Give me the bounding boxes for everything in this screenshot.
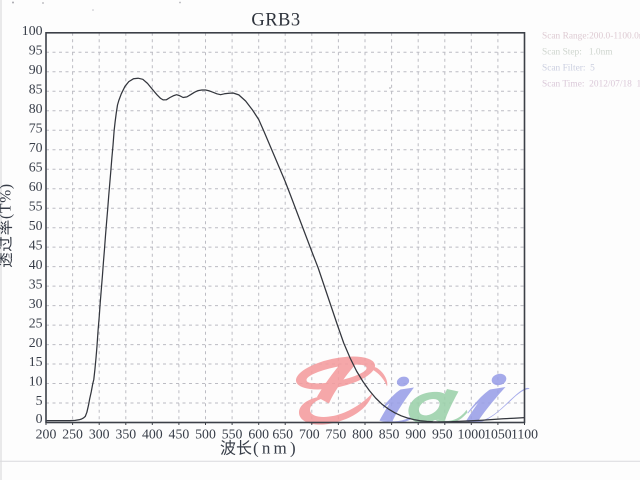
svg-text:70: 70	[29, 140, 43, 155]
svg-text:25: 25	[29, 315, 43, 330]
svg-text:50: 50	[29, 218, 43, 233]
svg-text:800: 800	[352, 426, 373, 441]
svg-text:90: 90	[29, 62, 43, 77]
svg-text:GRB3: GRB3	[251, 11, 300, 31]
svg-text:(nm): (nm)	[253, 439, 299, 458]
svg-text:1050: 1050	[484, 426, 512, 441]
svg-text:20: 20	[29, 335, 43, 350]
svg-text:85: 85	[29, 82, 43, 97]
svg-text:200: 200	[36, 426, 57, 441]
svg-text:30: 30	[29, 296, 43, 311]
svg-text:950: 950	[432, 426, 453, 441]
svg-text:45: 45	[29, 237, 43, 252]
svg-text:15: 15	[29, 354, 43, 369]
svg-text:Scan Step: 1.0nm: Scan Step: 1.0nm	[542, 48, 613, 58]
svg-text:透过率(T%): 透过率(T%)	[0, 183, 15, 268]
svg-text:900: 900	[405, 426, 426, 441]
svg-text:0: 0	[36, 411, 43, 426]
svg-text:550: 550	[222, 426, 243, 441]
svg-text:65: 65	[29, 159, 43, 174]
svg-text:250: 250	[62, 426, 83, 441]
svg-text:850: 850	[379, 426, 400, 441]
svg-text:55: 55	[29, 198, 43, 213]
svg-text:Scan Time: 2012/07/18 16:54:: Scan Time: 2012/07/18 16:54:08	[542, 80, 640, 90]
svg-text:300: 300	[89, 426, 110, 441]
svg-text:750: 750	[326, 426, 347, 441]
svg-text:100: 100	[22, 23, 43, 38]
svg-text:5: 5	[36, 393, 43, 408]
svg-text:1000: 1000	[458, 426, 486, 441]
svg-text:波长: 波长	[220, 440, 252, 458]
svg-text:Scan Range:200.0-1100.0nm: Scan Range:200.0-1100.0nm	[542, 32, 640, 42]
svg-text:75: 75	[29, 120, 43, 135]
svg-text:450: 450	[169, 426, 190, 441]
svg-text:600: 600	[248, 426, 269, 441]
svg-text:700: 700	[299, 426, 320, 441]
svg-text:95: 95	[29, 43, 43, 58]
svg-text:500: 500	[195, 426, 216, 441]
svg-text:10: 10	[29, 374, 43, 389]
svg-text:650: 650	[272, 426, 293, 441]
svg-text:60: 60	[29, 179, 43, 194]
svg-text:Scan Filter: 5: Scan Filter: 5	[542, 64, 595, 74]
svg-text:80: 80	[29, 101, 43, 116]
svg-text:350: 350	[115, 426, 136, 441]
svg-text:1100: 1100	[511, 426, 538, 441]
svg-text:40: 40	[29, 257, 43, 272]
svg-text:35: 35	[29, 276, 43, 291]
svg-text:400: 400	[142, 426, 163, 441]
